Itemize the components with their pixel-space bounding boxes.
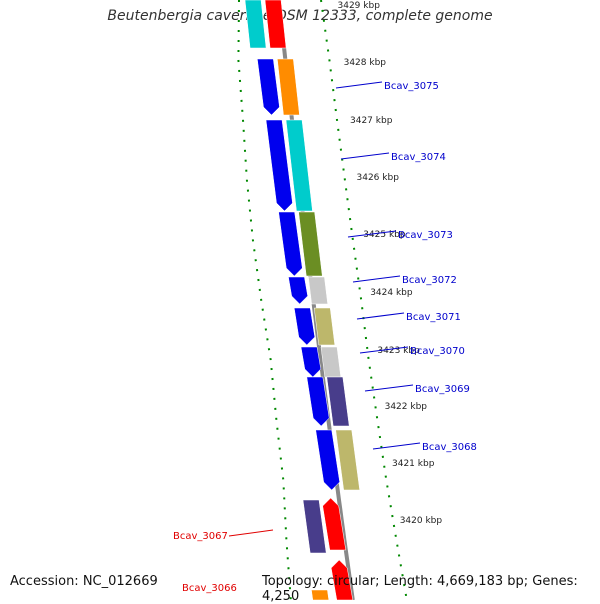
gene-bcav-3071-forward: [293, 307, 316, 346]
gene-bcav-3071-khaki: [313, 307, 336, 346]
gene-label: Bcav_3075: [384, 81, 439, 92]
gene-label: Bcav_3073: [398, 230, 453, 241]
accession-text: Accession: NC_012669: [10, 574, 158, 589]
leader-line: [356, 312, 405, 320]
gene-bcav-3074-cyan: [285, 119, 313, 212]
scale-tick-label: 3429 kbp: [338, 1, 381, 11]
gene-label: Bcav_3069: [415, 384, 470, 395]
gene-label: Bcav_3072: [402, 275, 457, 286]
leader-line: [352, 275, 401, 283]
scale-tick-label: 3424 kbp: [370, 288, 413, 298]
scale-tick-label: 3426 kbp: [357, 173, 400, 183]
gene-block-red-top: [264, 0, 287, 49]
gc-plot-right: [320, 0, 408, 600]
gene-bcav-3072-forward: [288, 276, 308, 305]
gene-bcav-3073-forward: [278, 211, 303, 277]
gene-bcav-3069-slateblue: [326, 376, 350, 427]
scale-tick-label: 3427 kbp: [350, 116, 393, 126]
gene-block-cyan-top: [244, 0, 267, 49]
gene-track: [244, 0, 360, 600]
gene-label: Bcav_3071: [406, 312, 461, 323]
gene-bcav-3070-forward: [300, 346, 322, 378]
scale-tick-label: 3421 kbp: [392, 459, 435, 469]
leader-line: [372, 442, 421, 450]
gene-label: Bcav_3074: [391, 152, 446, 163]
gene-bcav-3069-forward: [306, 376, 330, 427]
scale-tick-label: 3425 kbp: [363, 230, 406, 240]
gene-bcav-3066-orange: [311, 589, 330, 600]
gene-labels: Bcav_3075 Bcav_3074 Bcav_3073 Bcav_3072 Bcav…: [173, 81, 477, 594]
gene-label: Bcav_3067: [173, 531, 228, 542]
gene-bcav-3075-forward: [257, 58, 280, 116]
gene-bcav-3073-olive: [298, 211, 323, 277]
gene-label: Bcav_3070: [410, 346, 465, 357]
gene-bcav-3075-orange: [277, 58, 300, 116]
gene-bcav-3074-forward: [265, 119, 293, 212]
gene-bcav-3066-reverse: [330, 559, 354, 600]
leader-line: [364, 384, 414, 392]
gene-bcav-3068-forward: [315, 429, 340, 491]
gene-label: Bcav_3066: [182, 583, 237, 594]
scale-tick-label: 3422 kbp: [385, 402, 428, 412]
leader-line: [228, 529, 274, 537]
genome-title: Beutenbergia cavernae DSM 12333, complet…: [107, 8, 493, 24]
gene-bcav-3067-reverse: [322, 497, 347, 551]
gc-content-plot: [237, 0, 408, 600]
scale-tick-label: 3428 kbp: [344, 58, 387, 68]
leader-line: [340, 152, 390, 160]
leader-line: [335, 81, 383, 89]
leader-line: [347, 230, 397, 238]
scale-ticks: 3429 kbp 3428 kbp 3427 kbp 3426 kbp 3425 kbp…: [338, 1, 443, 526]
gene-bcav-3067-slateblue: [302, 499, 327, 554]
leader-line: [359, 346, 409, 354]
gc-plot-left: [237, 0, 292, 600]
scale-tick-label: 3420 kbp: [400, 516, 443, 526]
gene-bcav-3072-gray: [308, 276, 328, 305]
gene-bcav-3068-khaki: [335, 429, 360, 491]
scale-tick-label: 3423 kbp: [377, 346, 420, 356]
gene-label: Bcav_3068: [422, 442, 477, 453]
